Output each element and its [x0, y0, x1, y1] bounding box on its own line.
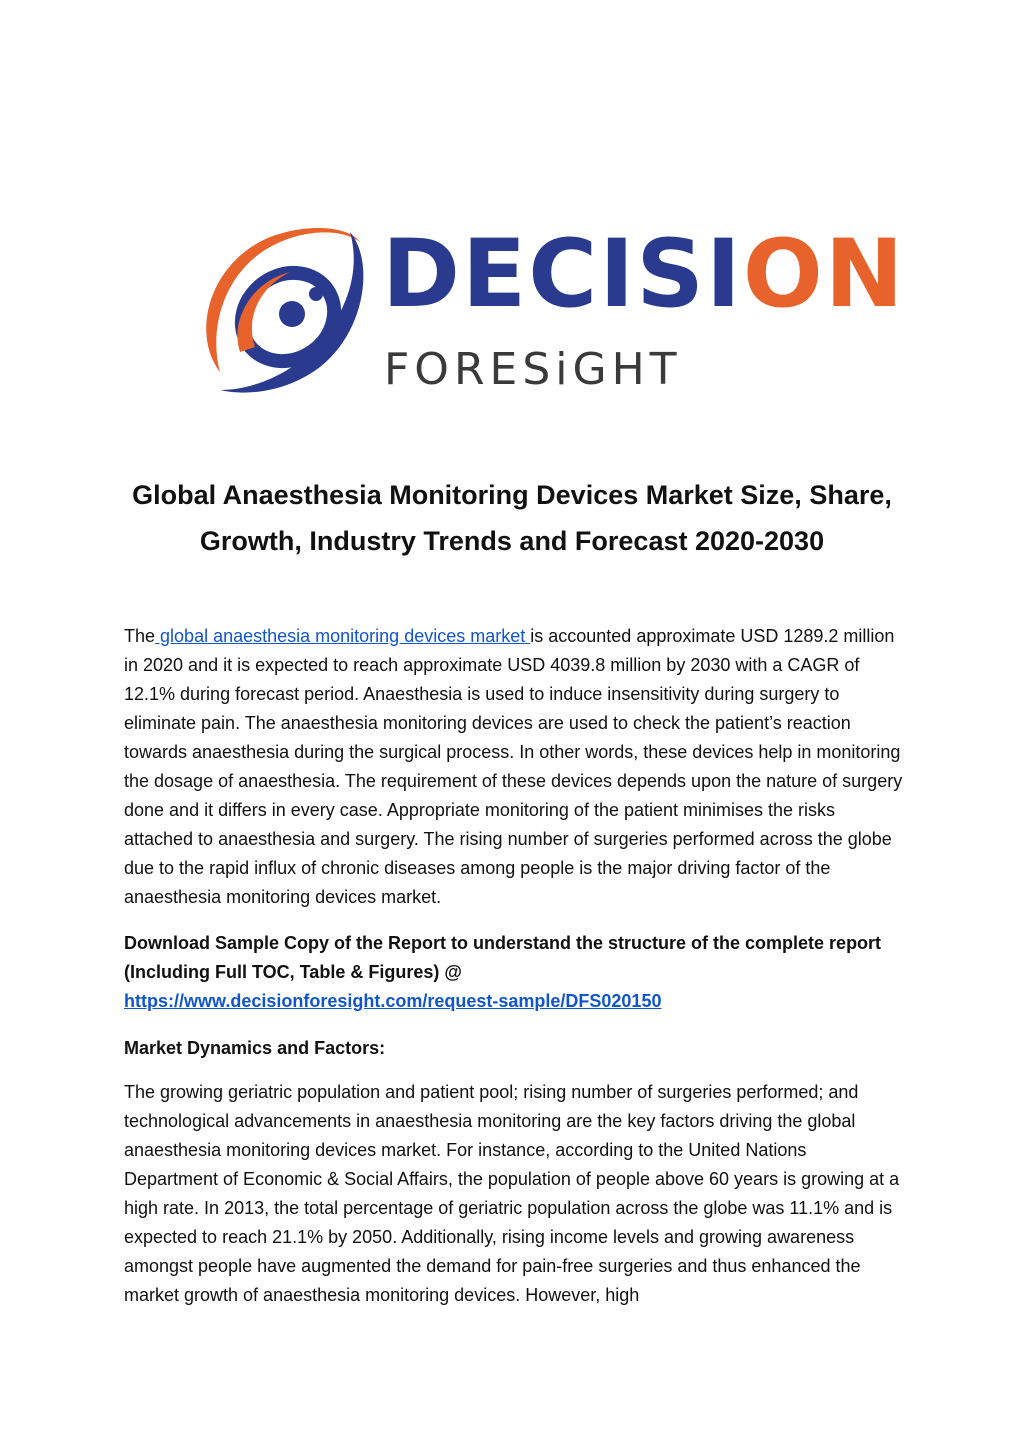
intro-paragraph: The global anaesthesia monitoring device…	[124, 622, 904, 912]
logo-brand-name: DECISION	[382, 228, 905, 322]
intro-before-link: The	[124, 626, 156, 646]
decision-foresight-logo: DECISION FORESiGHT	[200, 222, 903, 400]
logo-brand-part2: ON	[742, 220, 906, 329]
market-report-link[interactable]: global anaesthesia monitoring devices ma…	[155, 626, 531, 646]
download-sample-paragraph: Download Sample Copy of the Report to un…	[124, 929, 904, 1016]
market-dynamics-heading: Market Dynamics and Factors:	[124, 1038, 386, 1058]
market-dynamics-paragraph: The growing geriatric population and pat…	[124, 1082, 900, 1305]
logo-brand-part1: DECISI	[382, 220, 743, 329]
download-sample-text: Download Sample Copy of the Report to un…	[124, 933, 882, 982]
logo-brand-sub: FORESiGHT	[384, 344, 682, 395]
request-sample-link[interactable]: https://www.decisionforesight.com/reques…	[124, 991, 662, 1011]
document-title: Global Anaesthesia Monitoring Devices Ma…	[132, 480, 892, 556]
logo-emblem-icon	[206, 227, 364, 393]
intro-after-link: is accounted approximate USD 1289.2 mill…	[124, 626, 903, 907]
